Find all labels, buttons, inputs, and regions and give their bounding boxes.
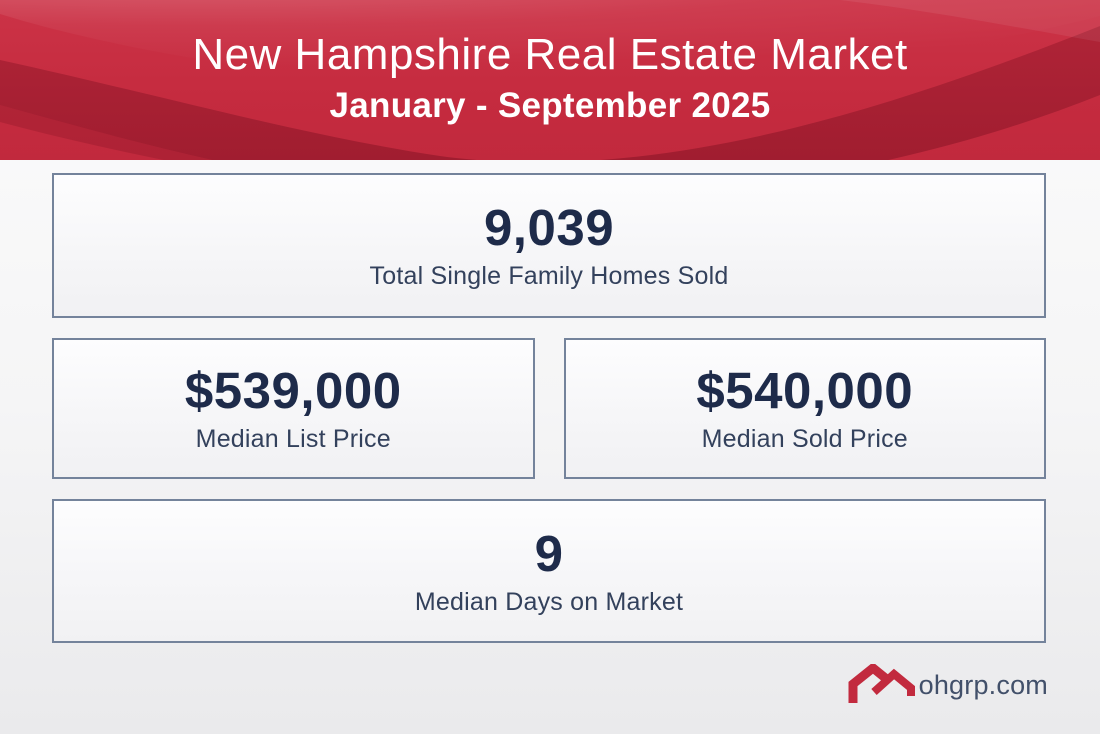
stat-value-median-list-price: $539,000 [184, 362, 402, 419]
stats-middle-row: $539,000 Median List Price $540,000 Medi… [52, 338, 1046, 479]
stats-grid: 9,039 Total Single Family Homes Sold $53… [0, 160, 1100, 643]
stat-label-total-homes-sold: Total Single Family Homes Sold [369, 262, 729, 290]
stat-card-median-list-price: $539,000 Median List Price [52, 338, 535, 479]
stat-card-total-homes-sold: 9,039 Total Single Family Homes Sold [52, 173, 1046, 318]
brand-text: ohgrp.com [918, 669, 1048, 700]
footer-brand: ohgrp.com [848, 664, 1048, 706]
house-roof-icon [848, 664, 916, 706]
wave-swoosh-graphic [0, 0, 1100, 160]
stat-card-median-days-on-market: 9 Median Days on Market [52, 499, 1046, 643]
page-subtitle: January - September 2025 [329, 86, 771, 126]
stat-label-median-days-on-market: Median Days on Market [414, 587, 684, 616]
header-titles: New Hampshire Real Estate Market January… [0, 0, 1100, 125]
page-title: New Hampshire Real Estate Market [192, 30, 908, 79]
stat-value-median-days-on-market: 9 [534, 524, 564, 582]
stat-card-median-sold-price: $540,000 Median Sold Price [563, 338, 1046, 479]
stat-label-median-list-price: Median List Price [195, 425, 391, 453]
header-banner: New Hampshire Real Estate Market January… [0, 0, 1100, 160]
stat-value-median-sold-price: $540,000 [696, 362, 914, 419]
stat-value-total-homes-sold: 9,039 [483, 199, 615, 256]
stat-label-median-sold-price: Median Sold Price [701, 425, 908, 453]
